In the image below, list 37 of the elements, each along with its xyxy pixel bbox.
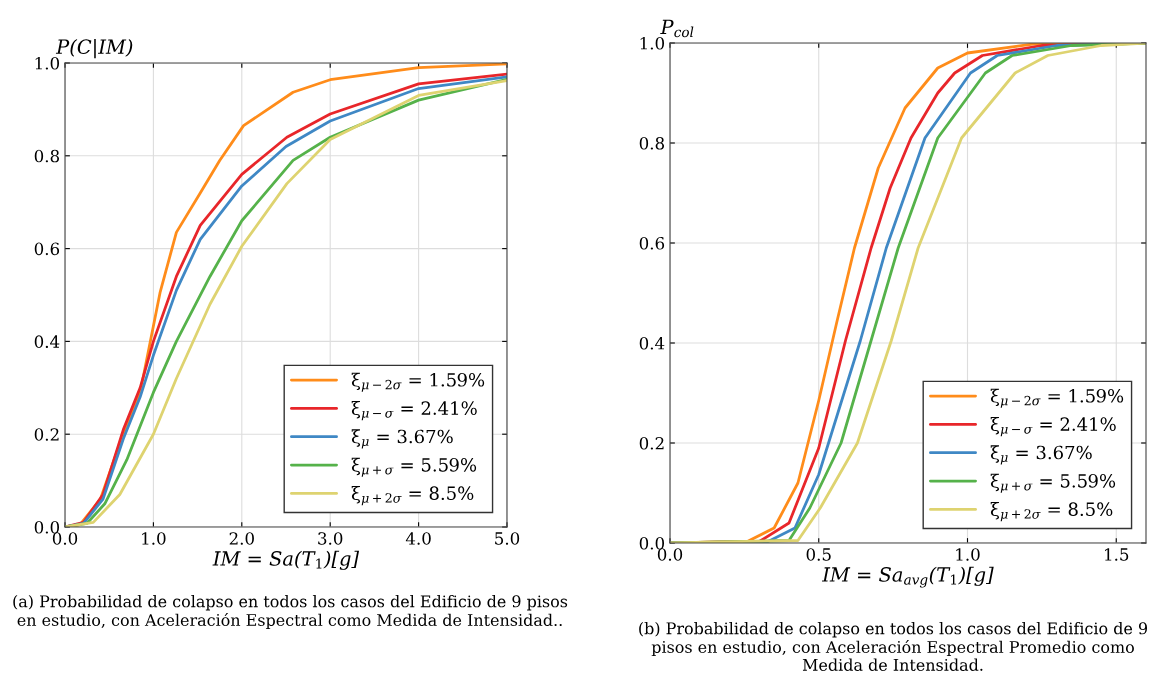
x-tick-label: 0.0 bbox=[657, 548, 683, 561]
legend-label: ξ$_{μ−2σ}$ = 1.59% bbox=[351, 372, 485, 392]
x-tick-label: 1.5 bbox=[1105, 548, 1129, 561]
y-tick-label: 0.4 bbox=[639, 336, 665, 350]
legend-label: ξ$_{μ−σ}$ = 2.41% bbox=[990, 416, 1116, 437]
y-axis-title: P(C|IM) bbox=[55, 38, 133, 59]
legend-label: ξ$_{μ+2σ}$ = 8.5% bbox=[351, 486, 474, 506]
x-axis-title: IM = Sa(T$_{1}$)[g] bbox=[212, 550, 360, 570]
legend-label: ξ$_{μ−2σ}$ = 1.59% bbox=[990, 388, 1124, 408]
legend-label: ξ$_{μ−σ}$ = 2.41% bbox=[351, 400, 477, 421]
legend-label: ξ$_{μ}$ = 3.67% bbox=[351, 429, 453, 449]
x-tick-label: 0.5 bbox=[806, 548, 831, 561]
x-tick-label: 0.0 bbox=[52, 532, 78, 545]
y-tick-label: 0.8 bbox=[639, 136, 665, 150]
text: (a) Probabilidad de colapso en todos los casos del Edificio de 9 pisos en estudio, con Aceleración Espectral como Medida de Intensidad.. bbox=[13, 595, 568, 630]
legend-label: ξ$_{μ+σ}$ = 5.59% bbox=[990, 473, 1116, 493]
text: (b) Probabilidad de colapso en todos los casos del Edificio de 9 pisos en estudio, con Aceleración Espectral Promedio como Medida de Intensidad. bbox=[639, 622, 1148, 671]
y-tick-label: 1.0 bbox=[35, 56, 60, 70]
y-tick-label: 0.6 bbox=[34, 242, 60, 256]
y-tick-label: 0.4 bbox=[34, 335, 60, 348]
x-axis-title: IM = Sa$_{avg}$(T$_{1}$)[g] bbox=[821, 566, 994, 588]
legend-label: ξ$_{μ+2σ}$ = 8.5% bbox=[990, 502, 1113, 522]
x-tick-label: 1.0 bbox=[956, 548, 980, 561]
y-tick-label: 0.2 bbox=[34, 428, 59, 441]
x-tick-label: 1.0 bbox=[142, 532, 166, 545]
x-tick-label: 5.0 bbox=[495, 532, 520, 545]
legend-label: ξ$_{μ+σ}$ = 5.59% bbox=[351, 457, 477, 477]
y-tick-label: 0.2 bbox=[639, 436, 664, 450]
legend-label: ξ$_{μ}$ = 3.67% bbox=[990, 445, 1092, 465]
y-tick-label: 0.0 bbox=[34, 520, 60, 534]
x-tick-label: 3.0 bbox=[318, 532, 343, 545]
y-tick-label: 1.0 bbox=[640, 36, 665, 50]
y-tick-label: 0.8 bbox=[34, 149, 60, 163]
y-tick-label: 0.6 bbox=[639, 236, 665, 250]
x-tick-label: 4.0 bbox=[405, 532, 431, 545]
y-axis-title: P$_{col}$ bbox=[660, 19, 694, 38]
x-tick-label: 2.0 bbox=[229, 532, 254, 545]
